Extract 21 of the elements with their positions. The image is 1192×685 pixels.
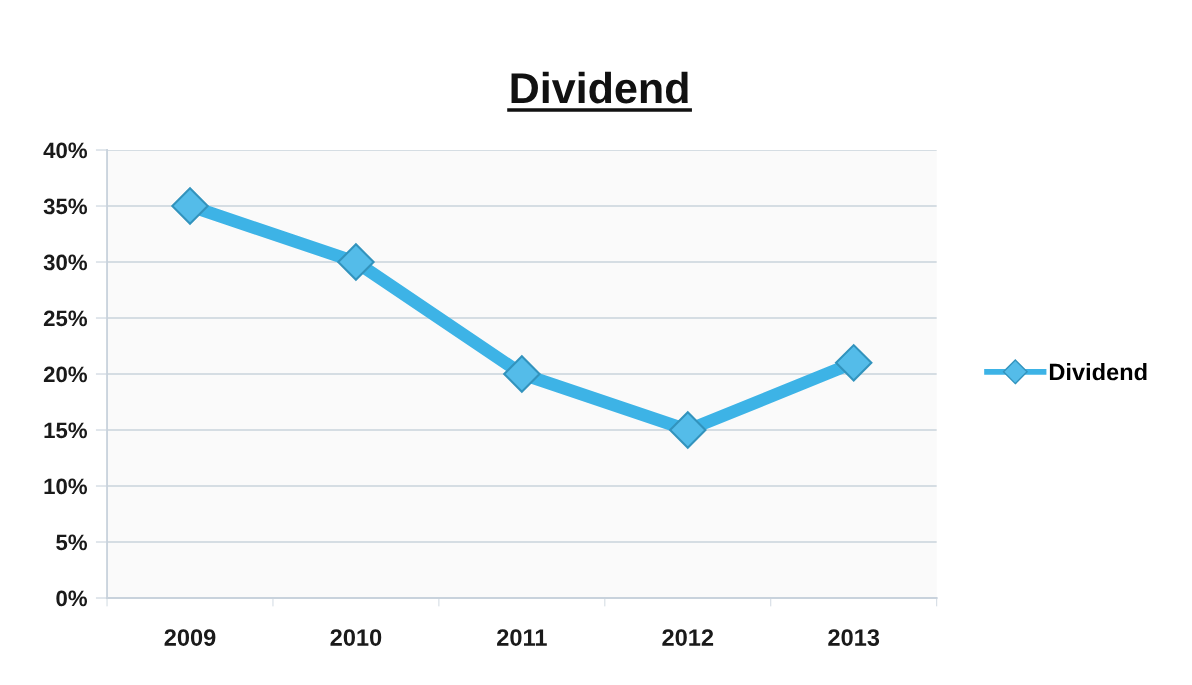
x-tick-label: 2012 <box>662 629 714 646</box>
x-tick-label: 2013 <box>828 629 880 646</box>
y-tick-label: 10% <box>44 478 88 495</box>
y-tick-label: 20% <box>43 366 88 383</box>
point <box>171 187 209 225</box>
x-tick-label: 2010 <box>330 629 382 646</box>
y-tick-label: 0% <box>56 590 88 607</box>
point <box>503 355 541 393</box>
y-tick-label: 35% <box>43 198 88 215</box>
y-tick-label: 30% <box>43 254 88 271</box>
point <box>834 344 873 382</box>
x-tick-label: 2009 <box>164 629 216 646</box>
legend-label: Dividend <box>1049 363 1147 381</box>
x-tick-label: 2011 <box>497 629 547 646</box>
point <box>337 243 375 281</box>
chart-title: Dividend <box>511 71 688 104</box>
y-tick-label: 15% <box>44 422 88 439</box>
y-tick-label: 40% <box>43 142 88 159</box>
point <box>669 411 707 449</box>
y-tick-label: 5% <box>56 534 88 551</box>
y-tick-label: 25% <box>43 310 88 327</box>
